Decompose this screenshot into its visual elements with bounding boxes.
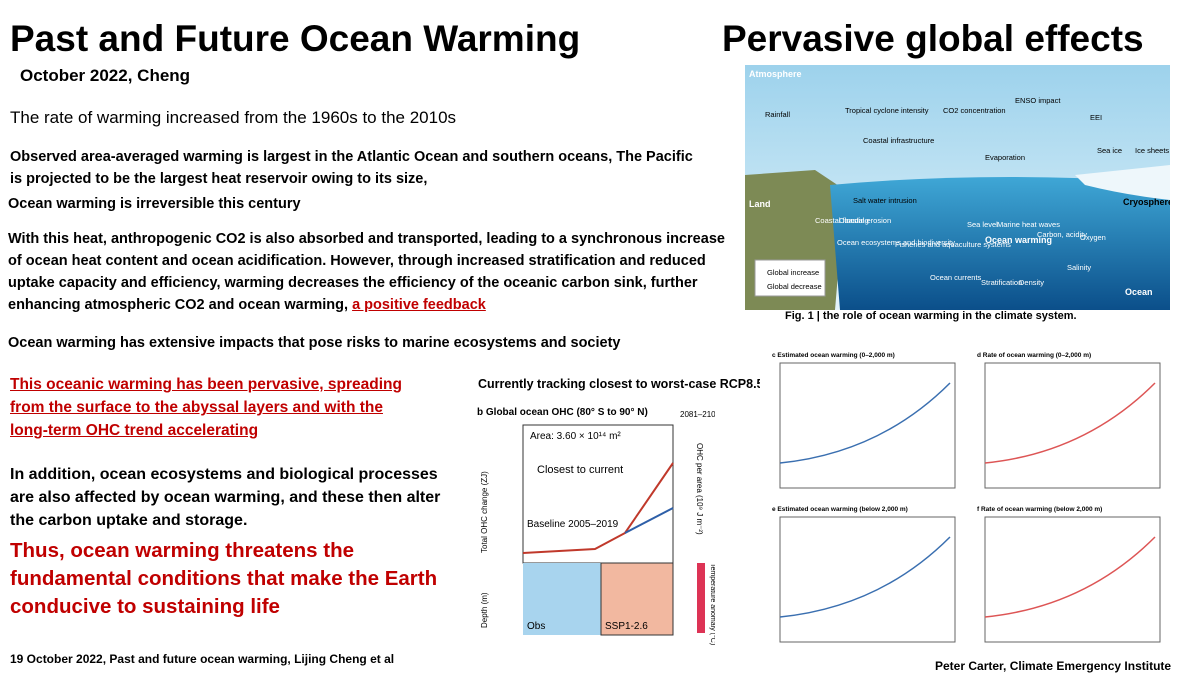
panel-title: d Rate of ocean warming (0–2,000 m)	[977, 352, 1091, 359]
paragraph: Observed area-averaged warming is larges…	[10, 149, 693, 187]
figure-label: Depth (m)	[480, 592, 489, 628]
paragraph: In addition, ocean ecosystems and biolog…	[10, 466, 441, 529]
figure-label: 2081–2100 OHC	[680, 410, 715, 419]
diagram-label: Tropical cyclone intensity	[845, 106, 929, 115]
panel-title: f Rate of ocean warming (below 2,000 m)	[977, 506, 1102, 513]
diagram-label: Salt water intrusion	[853, 196, 917, 205]
diagram-label: Coastal erosion	[839, 216, 891, 225]
footer: 19 October 2022, Past and future ocean w…	[10, 652, 395, 666]
diagram-label: ENSO impact	[1015, 96, 1061, 105]
panel-curve	[779, 536, 951, 618]
diagram-label: Stratification	[981, 278, 1022, 287]
diagram-label: Fisheries and aquaculture systems	[895, 240, 1011, 249]
diagram-label: Ocean ecosystems and biodiversity	[837, 238, 955, 247]
diagram-label: EEI	[1090, 113, 1102, 122]
text: With this heat, anthropogenic CO2 is als…	[8, 231, 725, 313]
panel-curve	[779, 382, 951, 464]
figure-label: b Global ocean OHC (80° S to 90° N)	[477, 407, 648, 418]
diagram-label: Density	[1019, 278, 1044, 287]
obs-panel	[523, 563, 601, 635]
panel-frame	[779, 516, 956, 643]
link[interactable]: a positive feedback	[352, 297, 486, 313]
panel-frame	[984, 362, 1161, 489]
ohc-figure: b Global ocean OHC (80° S to 90° N) Area:…	[477, 407, 715, 645]
diagram-label: Carbon, acidity	[1037, 230, 1087, 239]
figure-label: Baseline 2005–2019	[527, 519, 619, 530]
panel-curve	[984, 536, 1156, 618]
proj-panel	[600, 562, 674, 636]
curve	[624, 507, 674, 534]
conclusion: Thus, ocean warming threatens the fundam…	[10, 539, 438, 618]
figure-label: Temperature anomaly (°C)	[709, 563, 715, 645]
ice	[1075, 165, 1170, 200]
diagram-label: Atmosphere	[749, 69, 802, 79]
figure-label: Closest to current	[537, 464, 623, 476]
note: Currently tracking closest to worst-case…	[478, 377, 764, 391]
paragraph: Ocean warming has extensive impacts that…	[8, 335, 621, 351]
figure-label: OHC per area (10⁹ J m⁻²)	[695, 443, 704, 535]
subtitle: October 2022, Cheng	[20, 66, 191, 85]
diagram-label: Coastal infrastructure	[863, 136, 934, 145]
diagram-label: Ocean warming	[985, 235, 1052, 245]
panel-title: e Estimated ocean warming (below 2,000 m…	[772, 506, 908, 513]
colorbar	[697, 563, 705, 633]
caption: Fig. 1 | the role of ocean warming in th…	[785, 310, 1077, 322]
lead: The rate of warming increased from the 1…	[10, 108, 457, 127]
paragraph: Ocean warming is irreversible this centu…	[8, 196, 301, 212]
panel-figure: c Estimated ocean warming (0–2,000 m) d R…	[760, 345, 1180, 655]
paragraph: With this heat, anthropogenic CO2 is als…	[8, 228, 738, 316]
diagram-label: Ocean	[1125, 287, 1153, 297]
panel-frame	[779, 362, 956, 489]
climate-diagram: Atmosphere Rainfall Tropical cyclone inten…	[745, 65, 1170, 310]
title: Pervasive global effects	[722, 18, 1144, 59]
footer: Peter Carter, Climate Emergency Institut…	[935, 659, 1172, 673]
diagram-label: Marine heat waves	[997, 220, 1060, 229]
diagram-label: Oxygen	[1080, 233, 1106, 242]
figure-label: Total OHC change (ZJ)	[480, 471, 489, 553]
panel-title: c Estimated ocean warming (0–2,000 m)	[772, 352, 895, 359]
diagram-label: Cryosphere	[1123, 197, 1170, 207]
diagram-label: CO2 concentration	[943, 106, 1006, 115]
diagram-label: Sea ice	[1097, 146, 1122, 155]
diagram-label: Ocean currents	[930, 273, 982, 282]
diagram-label: Rainfall	[765, 110, 790, 119]
figure-label: Obs	[527, 621, 545, 632]
diagram-label: Evaporation	[985, 153, 1025, 162]
diagram-label: Land	[749, 199, 771, 209]
diagram-label: Coastal flooding	[815, 216, 869, 225]
figure-label: Area: 3.60 × 10¹⁴ m²	[530, 431, 621, 442]
curve	[522, 462, 674, 554]
figure-label: SSP1-2.6	[605, 621, 648, 632]
diagram-label: Global decrease	[767, 282, 822, 291]
panel-curve	[984, 382, 1156, 464]
ocean	[830, 176, 1170, 310]
diagram-label: Ice sheets	[1135, 146, 1169, 155]
diagram-label: Global increase	[767, 268, 819, 277]
diagram-label: Salinity	[1067, 263, 1091, 272]
legend-box	[754, 259, 826, 297]
title: Past and Future Ocean Warming	[10, 18, 581, 59]
plot-frame	[522, 424, 674, 564]
diagram-label: Sea level	[967, 220, 998, 229]
highlight: This oceanic warming has been pervasive,…	[10, 376, 402, 439]
panel-frame	[984, 516, 1161, 643]
